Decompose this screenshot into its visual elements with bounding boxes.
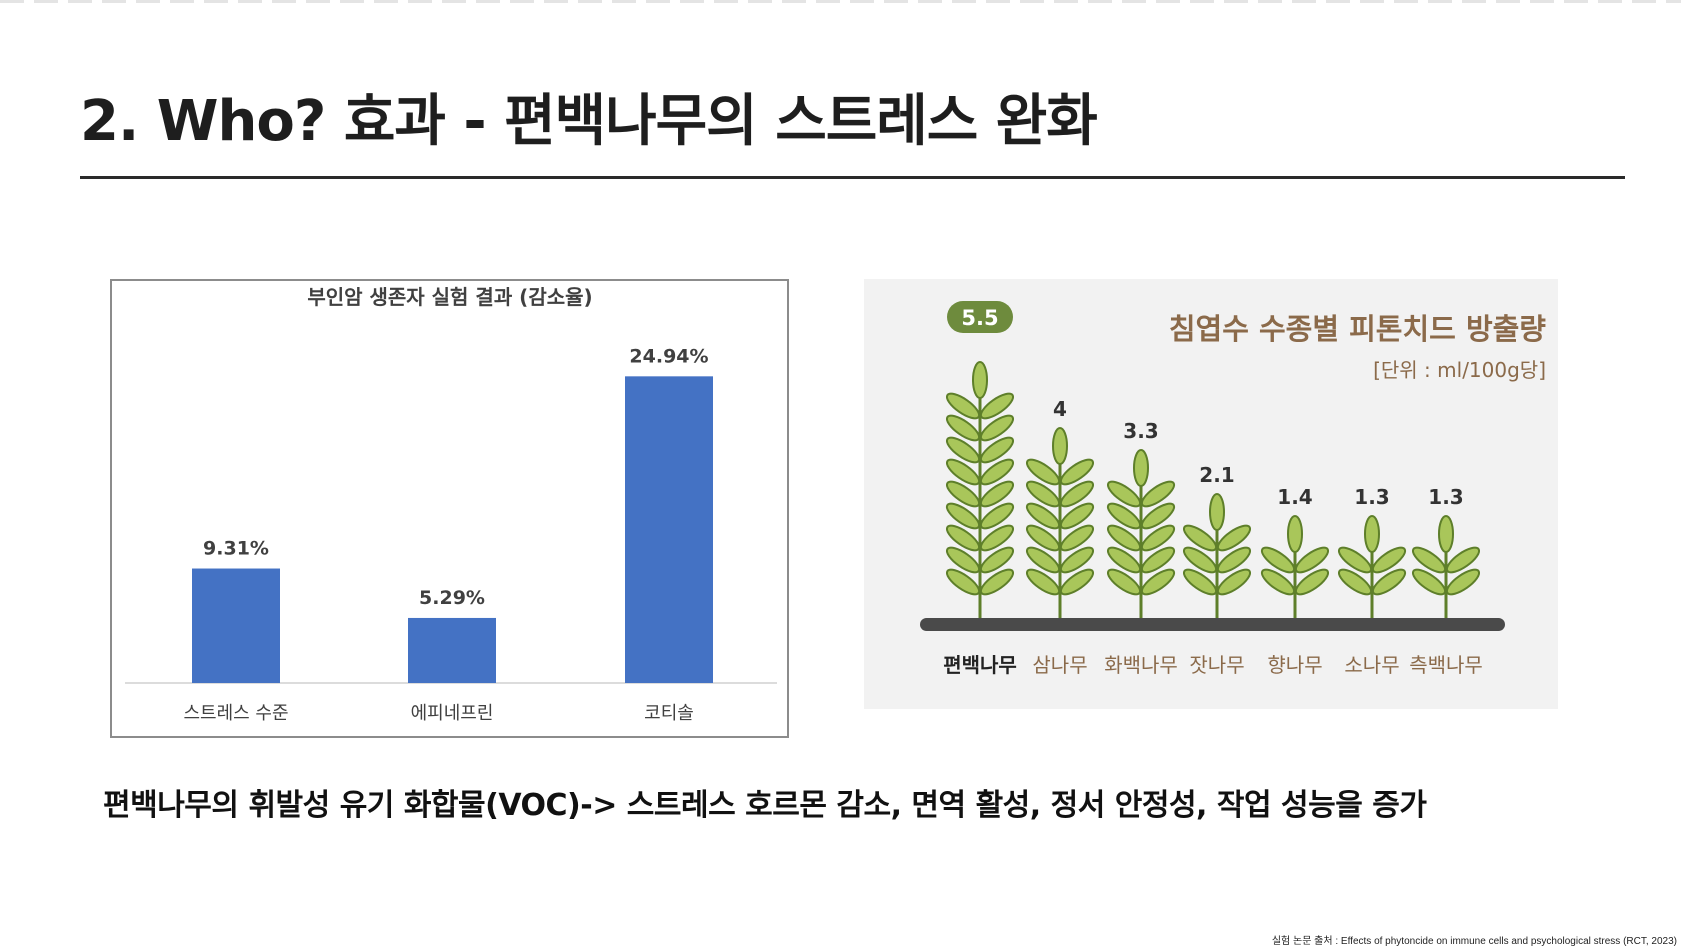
chart1-data-label: 9.31% [203, 538, 269, 560]
chart2-plant [945, 361, 1015, 618]
chart2-data-label: 5.5 [961, 306, 998, 330]
chart1-category-label: 코티솔 [644, 703, 694, 724]
chart2-subtitle: [단위 : ml/100g당] [1373, 358, 1546, 382]
chart2-category-label: 측백나무 [1409, 653, 1483, 677]
slide-title: 2. Who? 효과 - 편백나무의 스트레스 완화 [80, 89, 1098, 154]
chart1-data-label: 5.29% [419, 587, 485, 609]
chart2-category-label: 화백나무 [1104, 653, 1178, 677]
chart2-plant [1106, 449, 1176, 618]
chart2-data-label: 1.4 [1277, 485, 1312, 509]
phytoncide-emission-chart: 침엽수 수종별 피톤치드 방출량 [단위 : ml/100g당] 5.5 편백나무… [920, 301, 1546, 677]
chart2-category-label: 삼나무 [1032, 653, 1087, 677]
chart1-title: 부인암 생존자 실험 결과 (감소율) [307, 285, 592, 309]
chart2-data-label: 1.3 [1428, 485, 1463, 509]
chart2-category-label: 소나무 [1344, 653, 1399, 677]
chart2-plant [1411, 515, 1481, 618]
chart1-bar [408, 617, 496, 683]
chart2-plant [1337, 515, 1407, 618]
summary-text: 편백나무의 휘발성 유기 화합물(VOC)-> 스트레스 호르몬 감소, 면역 … [103, 788, 1427, 823]
phytoncide-chart-panel: 침엽수 수종별 피톤치드 방출량 [단위 : ml/100g당] 5.5 편백나무… [864, 279, 1558, 709]
chart2-category-label: 편백나무 [943, 653, 1017, 677]
chart1-category-label: 에피네프린 [411, 703, 494, 724]
chart2-data-label: 3.3 [1123, 419, 1158, 443]
chart2-data-label: 2.1 [1199, 463, 1234, 487]
chart2-category-label: 향나무 [1267, 653, 1322, 677]
title-divider [80, 176, 1625, 179]
chart2-plant [1182, 493, 1252, 618]
chart1-bar [192, 568, 280, 683]
source-citation: 실험 논문 출처 : Effects of phytoncide on immu… [1271, 936, 1677, 947]
chart2-data-label: 4 [1053, 397, 1067, 421]
chart2-data-label: 1.3 [1354, 485, 1389, 509]
chart2-plant [1025, 427, 1095, 618]
chart2-value-badge [947, 301, 1013, 333]
chart2-ground-line [920, 618, 1505, 631]
chart2-title: 침엽수 수종별 피톤치드 방출량 [1169, 312, 1546, 346]
chart1-bar [625, 376, 713, 683]
stress-reduction-bar-chart: 부인암 생존자 실험 결과 (감소율) 9.31% 스트레스 수준 5.29% 에피네… [125, 285, 777, 724]
stress-reduction-chart-panel: 부인암 생존자 실험 결과 (감소율) 9.31% 스트레스 수준 5.29% 에피네… [110, 279, 789, 738]
chart1-data-label: 24.94% [629, 345, 708, 367]
chart1-category-label: 스트레스 수준 [183, 703, 288, 724]
chart2-plant [1260, 515, 1330, 618]
chart2-category-label: 잣나무 [1189, 653, 1244, 677]
top-decoration-strip [0, 0, 1681, 3]
